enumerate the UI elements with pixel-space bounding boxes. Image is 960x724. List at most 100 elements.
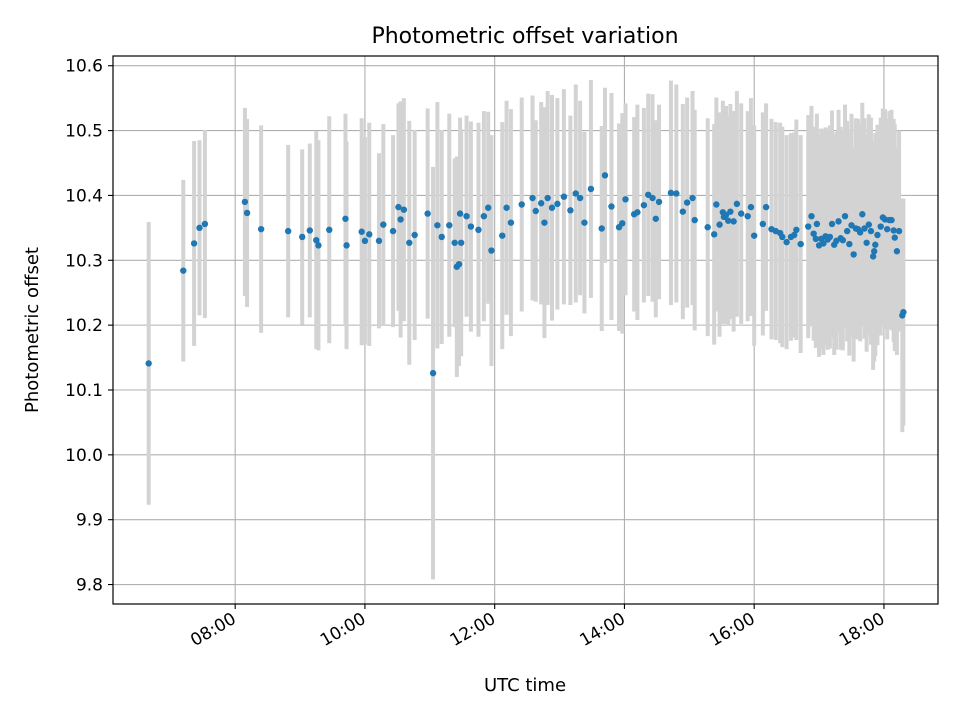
data-point [883,225,891,233]
data-point [747,203,755,211]
data-point [243,209,251,217]
data-point [872,241,879,248]
data-point [315,242,322,249]
data-point [457,239,465,246]
data-point [810,230,817,237]
data-point [640,201,648,209]
data-point [805,223,812,230]
data-point [190,240,198,247]
data-point [451,239,458,246]
data-point [380,221,387,228]
data-point [797,240,804,248]
data-point [727,208,734,215]
data-point [759,220,767,228]
plot-frame [112,55,939,605]
data-point [257,225,265,233]
y-tick-label: 9.9 [76,511,103,531]
data-point [463,212,470,220]
data-point [783,238,790,246]
data-point [145,360,152,367]
data-point [689,194,696,202]
y-tick-label: 9.8 [76,576,103,596]
data-point [361,237,369,245]
data-point [608,203,615,210]
data-point [529,194,536,202]
data-point [400,206,408,213]
data-point [779,233,786,241]
data-point [877,223,884,230]
data-point [180,267,187,274]
data-point [434,222,441,229]
data-point [652,215,659,222]
data-point [389,227,397,235]
data-point [567,207,574,214]
data-point [750,232,758,239]
data-point [467,223,475,230]
data-point [429,369,437,377]
data-point [865,221,872,228]
data-point [813,220,821,228]
data-point [683,199,691,206]
y-tick-label: 10.4 [65,186,103,206]
data-point [619,220,626,227]
chart-title: Photometric offset variation [371,24,678,49]
data-point [634,209,641,216]
data-point [890,227,897,234]
data-point [856,229,864,236]
data-point [587,185,595,193]
data-point [475,226,482,234]
data-point [867,227,875,235]
data-point [850,251,857,258]
data-point [859,211,866,218]
data-point [710,231,718,238]
data-point [299,233,306,241]
x-axis-label: UTC time [484,675,566,696]
data-point [343,242,350,249]
data-point [488,247,495,254]
data-point [762,203,770,211]
data-point [900,308,907,316]
data-point [358,228,365,235]
data-point [601,172,609,179]
data-point [828,220,836,228]
data-point [395,203,402,211]
data-point [507,219,515,226]
data-point [572,190,579,197]
data-point [196,224,203,232]
y-axis-label: Photometric offset [22,247,43,413]
data-point [835,218,842,225]
data-point [691,216,698,224]
data-point [581,219,588,226]
data-point [843,227,851,235]
data-point [532,207,539,215]
data-point [673,190,680,197]
data-point [649,194,656,202]
data-point [598,225,605,232]
data-point [313,236,320,244]
data-point [874,231,881,239]
data-point [891,234,898,241]
data-point [484,204,492,211]
data-point [284,227,292,235]
data-point [655,198,663,206]
data-point [406,239,413,246]
data-point [893,248,901,255]
data-point [455,260,463,268]
data-point [438,233,445,241]
data-point [871,248,878,255]
data-point [306,227,313,234]
y-tick-label: 10.1 [65,381,103,401]
data-point [541,219,548,226]
data-point [704,224,711,231]
data-point [241,198,249,206]
y-tick-label: 10.5 [65,122,103,142]
data-point [895,227,903,235]
data-points [145,172,907,377]
data-point [480,212,488,220]
data-point [366,231,373,238]
data-point [622,196,629,203]
data-point [560,193,568,200]
data-point [863,239,870,246]
